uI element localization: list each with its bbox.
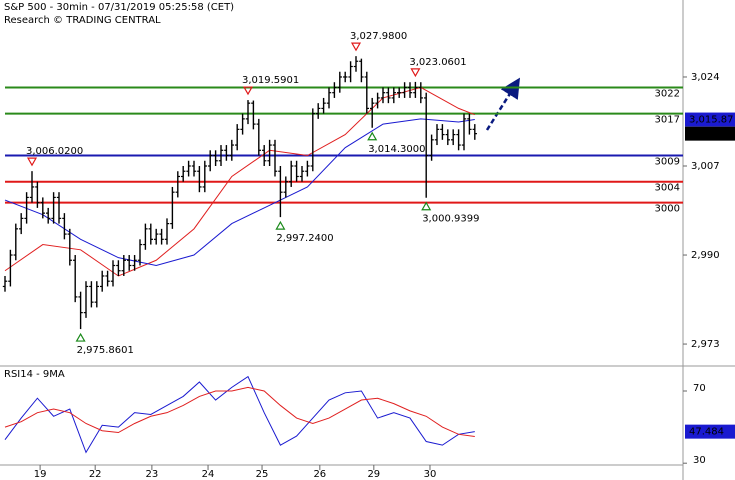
y-tick-label: 2,990 [691, 250, 720, 261]
price-tag [685, 112, 735, 127]
level-label: 3017 [655, 115, 680, 126]
low-marker [421, 201, 432, 211]
rsi-tick-label: 70 [693, 383, 706, 394]
x-tick-label: 26 [313, 469, 326, 480]
chart-title: S&P 500 - 30min - 07/31/2019 05:25:58 (C… [4, 2, 234, 13]
x-tick-label: 29 [367, 469, 380, 480]
annotation: 3,027.9800 [350, 31, 407, 42]
annotation: 3,014.3000 [368, 144, 425, 155]
price-tag [685, 126, 735, 141]
chart-subtitle: Research © TRADING CENTRAL [4, 15, 161, 26]
rsi-line [4, 375, 475, 454]
low-marker [75, 332, 86, 342]
y-tick-label: 2,973 [691, 339, 720, 350]
indicator-title: RSI14 - 9MA [4, 369, 65, 380]
low-marker [367, 131, 378, 141]
moving-average [4, 118, 475, 267]
level-label: 3009 [655, 157, 680, 168]
high-marker [410, 68, 421, 78]
annotation: 3,006.0200 [26, 146, 83, 157]
forecast-arrow [485, 77, 520, 131]
annotation: 2,997.2400 [276, 233, 333, 244]
level-label: 3000 [655, 204, 680, 215]
annotation: 3,000.9399 [422, 214, 479, 225]
high-marker [242, 86, 254, 96]
level-label: 3022 [655, 88, 680, 99]
level-label: 3004 [655, 183, 680, 194]
y-tick-label: 3,007 [691, 161, 720, 172]
x-tick-label: 19 [34, 469, 47, 480]
rsi-line [4, 386, 475, 437]
x-tick-label: 24 [202, 469, 215, 480]
x-tick-label: 30 [424, 469, 437, 480]
y-tick-label: 3,024 [691, 72, 720, 83]
rsi-tag-label: 47.484 [689, 427, 724, 438]
high-marker [350, 42, 362, 52]
high-marker [26, 157, 38, 167]
rsi-tag [685, 424, 735, 439]
annotation: 3,019.5901 [242, 75, 299, 86]
annotation: 3,023.0601 [409, 57, 466, 68]
moving-average [4, 86, 475, 277]
x-tick-label: 22 [89, 469, 102, 480]
price-tag-label: 3,013.18 [689, 129, 734, 140]
rsi-tick-label: 30 [693, 455, 706, 466]
x-tick-label: 23 [146, 469, 159, 480]
x-tick-label: 25 [256, 469, 269, 480]
price-tag-label: 3,015.87 [689, 115, 734, 126]
low-marker [275, 220, 286, 230]
annotation: 2,975.8601 [77, 345, 134, 356]
